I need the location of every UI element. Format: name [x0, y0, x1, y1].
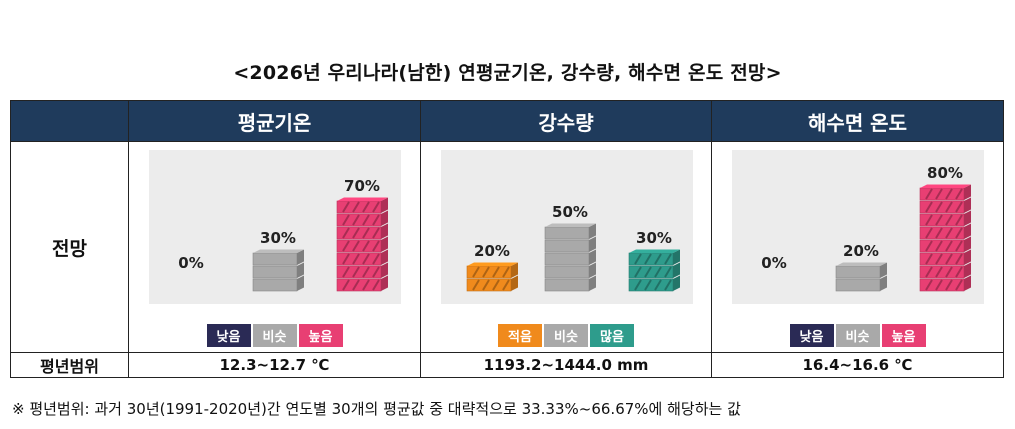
legend-item: 높음 — [881, 324, 926, 347]
bar-낮음: 0% — [178, 254, 203, 272]
chart-cell-precipitation: 20% 50% 30% 적음 비슷 많음 — [420, 141, 712, 353]
bar-value-label: 20% — [474, 242, 510, 260]
legend-item: 낮음 — [789, 324, 834, 347]
header-corner — [10, 100, 129, 142]
legend-item: 비슷 — [252, 324, 297, 347]
bar-높음: 70% — [336, 177, 388, 292]
legend-item: 적음 — [498, 324, 542, 347]
bar-value-label: 50% — [552, 203, 588, 221]
bar-많음: 30% — [628, 229, 680, 292]
legend-item: 높음 — [298, 324, 343, 347]
outlook-label: 전망 — [10, 141, 129, 353]
bar-value-label: 0% — [178, 254, 203, 272]
chart-title: <2026년 우리나라(남한) 연평균기온, 강수량, 해수면 온도 전망> — [233, 62, 782, 84]
header-precipitation: 강수량 — [420, 100, 712, 142]
bar-value-label: 70% — [344, 177, 380, 195]
range-temperature: 12.3~12.7 ℃ — [128, 352, 421, 378]
header-row: 평균기온 강수량 해수면 온도 — [10, 100, 1004, 142]
legend-sea-temperature: 낮음 비슷 높음 — [712, 324, 1003, 347]
legend-temperature: 낮음 비슷 높음 — [129, 324, 420, 347]
bar-value-label: 20% — [843, 242, 879, 260]
chart-svg-sea-temperature: 0% 20% 80% — [761, 164, 971, 292]
header-sea-temperature: 해수면 온도 — [711, 100, 1004, 142]
normal-range-row: 평년범위 12.3~12.7 ℃ 1193.2~1444.0 mm 16.4~1… — [10, 352, 1004, 378]
chart-svg-precipitation: 20% 50% 30% — [466, 203, 680, 292]
legend-precipitation: 적음 비슷 많음 — [421, 324, 711, 347]
bar-적음: 20% — [466, 242, 518, 292]
legend-item: 비슷 — [835, 324, 880, 347]
bar-value-label: 30% — [636, 229, 672, 247]
outlook-table: 평균기온 강수량 해수면 온도 전망 0% 30% 70% 낮음 비슷 높음 20% 50… — [10, 100, 1004, 378]
bar-비슷: 50% — [544, 203, 596, 292]
legend-item: 많음 — [590, 324, 634, 347]
chart-panel-precipitation: 20% 50% 30% — [441, 150, 693, 304]
bar-낮음: 0% — [761, 254, 786, 272]
bar-비슷: 20% — [835, 242, 887, 292]
bar-value-label: 80% — [927, 164, 963, 182]
outlook-row: 전망 0% 30% 70% 낮음 비슷 높음 20% 50% 30% 적음 비슷 많음 0% 20… — [10, 141, 1004, 353]
chart-cell-temperature: 0% 30% 70% 낮음 비슷 높음 — [128, 141, 421, 353]
chart-cell-sea-temperature: 0% 20% 80% 낮음 비슷 높음 — [711, 141, 1004, 353]
bar-value-label: 0% — [761, 254, 786, 272]
legend-item: 낮음 — [206, 324, 251, 347]
chart-svg-temperature: 0% 30% 70% — [178, 177, 388, 292]
legend-item: 비슷 — [544, 324, 588, 347]
chart-panel-sea-temperature: 0% 20% 80% — [732, 150, 984, 304]
bar-높음: 80% — [919, 164, 971, 292]
range-precipitation: 1193.2~1444.0 mm — [420, 352, 712, 378]
bar-비슷: 30% — [252, 229, 304, 292]
footnote: ※ 평년범위: 과거 30년(1991-2020년)간 연도별 30개의 평균값… — [12, 400, 741, 418]
header-temperature: 평균기온 — [128, 100, 421, 142]
chart-panel-temperature: 0% 30% 70% — [149, 150, 401, 304]
normal-range-label: 평년범위 — [10, 352, 129, 378]
range-sea-temperature: 16.4~16.6 ℃ — [711, 352, 1004, 378]
bar-value-label: 30% — [260, 229, 296, 247]
